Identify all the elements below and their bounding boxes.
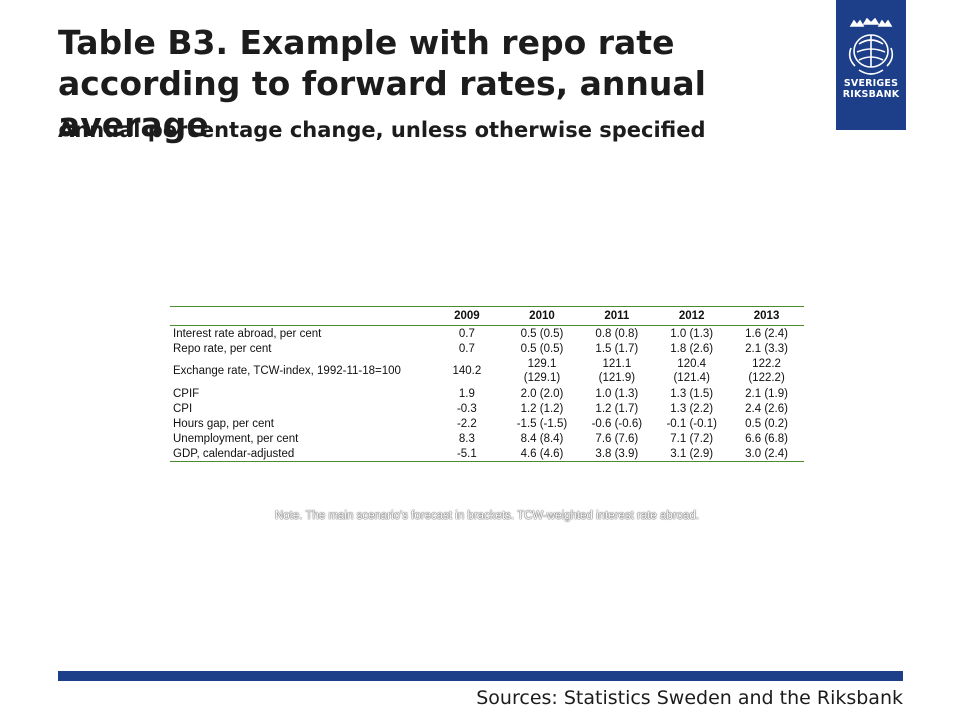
sources-text: Sources: Statistics Sweden and the Riksb…	[476, 687, 903, 709]
table-cell: 1.5 (1.7)	[595, 342, 639, 355]
row-label: Exchange rate, TCW-index, 1992-11-18=100	[173, 365, 401, 377]
table-cell: 3.1 (2.9)	[670, 447, 714, 460]
table-row: CPI -0.3 1.2 (1.2) 1.2 (1.7) 1.3 (2.2) 2…	[170, 401, 804, 416]
row-label: CPIF	[173, 387, 200, 400]
cell-value: 120.4	[677, 358, 707, 370]
table-cell: 1.6 (2.4)	[745, 327, 788, 340]
table-cell: -2.2	[456, 417, 477, 430]
table-cell: 129.1 (129.1)	[505, 356, 580, 386]
table-header-row: 2009 2010 2011 2012 2013	[170, 306, 804, 326]
table-cell: 7.6 (7.6)	[595, 432, 639, 445]
table-cell: 0.7	[458, 342, 475, 355]
table-cell: 0.5 (0.5)	[520, 342, 564, 355]
table-cell: 1.3 (2.2)	[670, 402, 714, 415]
forecast-table-container: 2009 2010 2011 2012 2013 Interest rate a…	[170, 306, 804, 462]
logo-line-2: RIKSBANK	[842, 89, 900, 100]
column-header-2013: 2013	[753, 310, 780, 322]
table-cell: 4.6 (4.6)	[520, 447, 564, 460]
table-cell: -0.3	[456, 402, 477, 415]
table-cell: -1.5 (-1.5)	[516, 417, 568, 430]
column-header-label	[170, 307, 429, 326]
table-cell: 1.0 (1.3)	[595, 387, 639, 400]
table-cell: 122.2 (122.2)	[729, 356, 804, 386]
column-header-2012: 2012	[678, 310, 705, 322]
footer-bar	[58, 671, 903, 681]
table-cell: 3.8 (3.9)	[595, 447, 639, 460]
column-header-2011: 2011	[604, 310, 630, 322]
table-note: Note. The main scenario's forecast in br…	[274, 510, 700, 522]
table-cell: -0.1 (-0.1)	[666, 417, 717, 430]
table-row: Hours gap, per cent -2.2 -1.5 (-1.5) -0.…	[170, 416, 804, 431]
table-row: CPIF 1.9 2.0 (2.0) 1.0 (1.3) 1.3 (1.5) 2…	[170, 386, 804, 401]
cell-forecast: (122.2)	[748, 372, 785, 384]
table-cell: -0.6 (-0.6)	[591, 417, 643, 430]
row-label: CPI	[173, 402, 193, 415]
table-cell: 7.1 (7.2)	[670, 432, 714, 445]
page-title: Table B3. Example with repo rate accordi…	[58, 23, 706, 144]
table-cell: -5.1	[456, 447, 477, 460]
table-cell: 3.0 (2.4)	[745, 447, 788, 460]
row-label: Unemployment, per cent	[173, 432, 299, 445]
column-header-2010: 2010	[529, 310, 555, 322]
row-label: Hours gap, per cent	[173, 417, 275, 430]
table-cell: 8.3	[458, 432, 475, 445]
table-cell: 1.3 (1.5)	[670, 387, 714, 400]
logo-wordmark: SVERIGES RIKSBANK	[843, 78, 900, 100]
cell-value: 129.1	[527, 358, 557, 370]
page-subtitle: Annual percentage change, unless otherwi…	[58, 118, 706, 142]
table-cell: 0.8 (0.8)	[595, 327, 639, 340]
table-cell: 1.2 (1.7)	[595, 402, 639, 415]
cell-forecast: (121.9)	[598, 372, 636, 384]
table-cell: 2.4 (2.6)	[745, 402, 788, 415]
table-row: GDP, calendar-adjusted -5.1 4.6 (4.6) 3.…	[170, 446, 804, 462]
table-cell: 0.5 (0.2)	[745, 417, 788, 430]
cell-forecast: (129.1)	[523, 372, 561, 384]
riksbank-logo: SVERIGES RIKSBANK	[836, 0, 906, 130]
table-cell: 8.4 (8.4)	[520, 432, 564, 445]
forecast-table: 2009 2010 2011 2012 2013 Interest rate a…	[170, 306, 804, 462]
table-cell: 0.5 (0.5)	[520, 327, 564, 340]
column-header-2009: 2009	[454, 310, 480, 322]
table-row: Interest rate abroad, per cent 0.7 0.5 (…	[170, 326, 804, 342]
cell-value: 122.2	[752, 358, 781, 370]
table-row: Unemployment, per cent 8.3 8.4 (8.4) 7.6…	[170, 431, 804, 446]
cell-value: 121.1	[602, 358, 632, 370]
table-cell: 1.2 (1.2)	[520, 402, 564, 415]
table-row: Exchange rate, TCW-index, 1992-11-18=100…	[170, 356, 804, 386]
table-cell: 0.7	[458, 327, 475, 340]
table-cell: 1.9	[458, 387, 475, 400]
table-cell: 1.0 (1.3)	[670, 327, 714, 340]
cell-forecast: (121.4)	[673, 372, 710, 384]
table-cell: 1.8 (2.6)	[670, 342, 714, 355]
row-label: Repo rate, per cent	[173, 342, 272, 355]
table-cell: 6.6 (6.8)	[745, 432, 788, 445]
row-label: GDP, calendar-adjusted	[173, 447, 295, 460]
table-cell: 2.0 (2.0)	[520, 387, 564, 400]
row-label: Interest rate abroad, per cent	[173, 327, 322, 340]
riksbank-crest-icon	[848, 18, 894, 75]
table-row: Repo rate, per cent 0.7 0.5 (0.5) 1.5 (1…	[170, 341, 804, 356]
table-cell: 120.4 (121.4)	[654, 356, 729, 386]
table-cell: 121.1 (121.9)	[579, 356, 654, 386]
table-cell: 2.1 (3.3)	[745, 342, 788, 355]
logo-line-1: SVERIGES	[843, 78, 899, 89]
table-cell: 2.1 (1.9)	[745, 387, 788, 400]
table-cell: 140.2	[452, 365, 482, 377]
